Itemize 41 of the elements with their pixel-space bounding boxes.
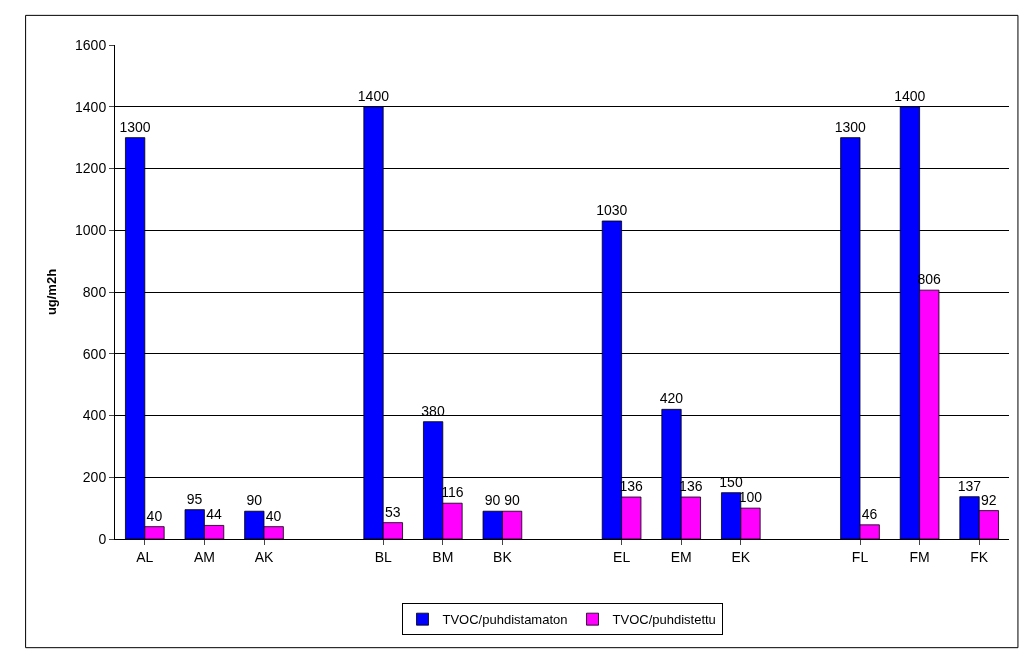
x-tick-label: FK (970, 548, 989, 565)
data-label: 137 (957, 477, 982, 494)
x-tick-label: EM (670, 548, 692, 565)
x-tick-label: BM (432, 548, 454, 565)
data-label: 1300 (834, 118, 866, 135)
data-label: 90 (246, 492, 263, 509)
legend-label: TVOC/puhdistettu (612, 612, 716, 628)
x-tick-label: AL (136, 548, 154, 565)
data-label: 46 (861, 505, 878, 522)
x-tick-label: BL (374, 548, 392, 565)
x-tick-label: AM (193, 548, 215, 565)
data-label: 44 (206, 506, 222, 523)
y-tick-label: 200 (82, 469, 107, 486)
y-tick-label: 600 (82, 345, 107, 362)
legend-label: TVOC/puhdistamaton (442, 612, 568, 628)
data-label: 95 (186, 490, 203, 507)
data-label: 92 (980, 491, 997, 508)
y-tick-label: 400 (82, 407, 107, 424)
data-label: 1300 (119, 118, 151, 135)
data-label: 90 (504, 492, 520, 509)
y-tick-label: 1200 (75, 160, 107, 177)
x-tick-label: BK (493, 548, 513, 565)
x-tick-label: FL (851, 548, 869, 565)
data-label: 90 (484, 492, 501, 509)
data-label: 53 (384, 503, 401, 520)
data-label: 420 (659, 390, 684, 407)
x-tick-label: EK (731, 548, 751, 565)
data-label: 1030 (596, 201, 628, 218)
data-label: 1400 (894, 87, 926, 104)
data-label: 40 (265, 507, 282, 524)
y-tick-label: 1600 (75, 36, 107, 53)
y-tick-label: 800 (82, 283, 107, 300)
y-tick-label: 1400 (75, 98, 107, 115)
x-tick-label: FM (909, 548, 930, 565)
x-tick-label: AK (254, 548, 274, 565)
y-tick-label: 0 (98, 530, 107, 547)
data-label: 40 (146, 507, 163, 524)
x-tick-label: EL (613, 548, 631, 565)
y-axis-title: ug/m2h (43, 268, 59, 316)
y-tick-label: 1000 (75, 222, 107, 239)
data-label: 1400 (357, 87, 390, 104)
